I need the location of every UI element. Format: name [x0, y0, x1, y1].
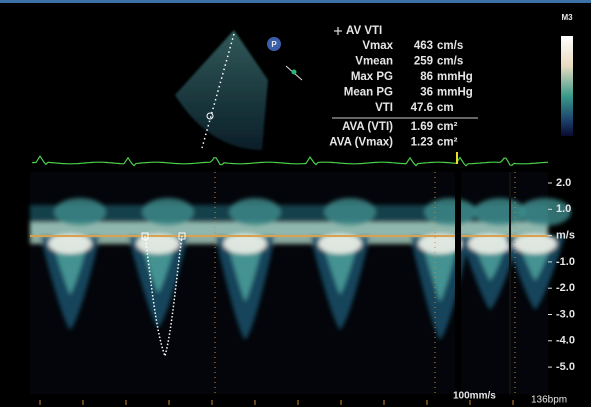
scale-label: -2.0	[556, 282, 575, 294]
measurement-value: 47.6	[411, 102, 433, 114]
measurement-unit: cm	[437, 102, 454, 114]
spectral-doppler	[30, 152, 571, 394]
measurement-label: VTI	[375, 102, 393, 114]
measurement-label: AVA (Vmax)	[329, 137, 393, 149]
sweep-cursor	[456, 152, 458, 164]
mode-label: M3	[561, 13, 573, 22]
scale-label: -4.0	[556, 335, 575, 347]
measurement-unit: mmHg	[437, 87, 473, 99]
measurement-label: Vmax	[362, 40, 393, 52]
measurement-label: AVA (VTI)	[342, 121, 393, 133]
measurement-unit: mmHg	[437, 71, 473, 83]
ultrasound-screen: P M3 AV VTI Vmax 463 cm/s Vmean 259 cm/s Max P…	[0, 0, 591, 407]
heart-rate: 136bpm	[531, 395, 567, 406]
beat-top	[474, 198, 526, 226]
measurement-unit: cm²	[437, 137, 458, 149]
beat-top	[424, 198, 476, 226]
measurement-value: 259	[414, 56, 433, 68]
color-bar	[561, 36, 573, 136]
scale-label: -5.0	[556, 361, 575, 373]
measurement-value: 1.23	[411, 137, 433, 149]
beat-top	[142, 198, 194, 226]
measurement-label: Max PG	[351, 71, 393, 83]
measurement-label: Vmean	[355, 56, 393, 68]
measurement-title: AV VTI	[346, 25, 382, 37]
measurement-unit: cm²	[437, 121, 458, 133]
measurement-value: 463	[414, 40, 433, 52]
scale-label: m/s	[556, 230, 575, 242]
measurement-value: 86	[420, 71, 433, 83]
beat-top	[54, 198, 106, 226]
sweep-line	[509, 172, 511, 394]
scale-label: -1.0	[556, 256, 575, 268]
beat-top	[229, 198, 281, 226]
scale-label: -3.0	[556, 308, 575, 320]
sweep-gap	[455, 172, 461, 394]
measurement-value: 1.69	[411, 121, 433, 133]
measurement-unit: cm/s	[437, 56, 463, 68]
top-border	[0, 0, 591, 3]
beat-top	[324, 198, 376, 226]
page: { "header": {"mode": "M3"}, "sector": {"…	[0, 0, 591, 407]
sector-badge: P	[271, 40, 277, 49]
scale-label: 2.0	[556, 177, 571, 189]
measurement-value: 36	[420, 87, 433, 99]
sweep-speed: 100mm/s	[453, 391, 496, 402]
scale-label: 1.0	[556, 203, 571, 215]
measurement-unit: cm/s	[437, 40, 463, 52]
measurement-label: Mean PG	[344, 87, 393, 99]
